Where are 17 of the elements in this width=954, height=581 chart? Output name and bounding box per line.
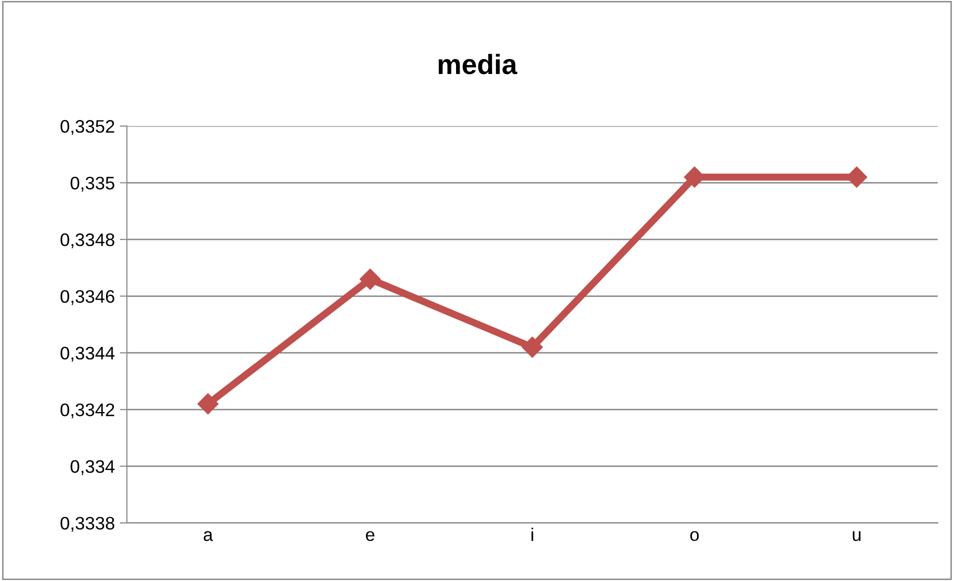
- chart-title: media: [438, 54, 518, 74]
- x-tick-label: u: [852, 531, 861, 542]
- x-tick-label: o: [690, 531, 699, 542]
- point: [197, 393, 218, 414]
- x-tick-label: e: [366, 531, 374, 542]
- y-tick-label: 0,3344: [60, 346, 115, 362]
- y-tick-label: 0,3346: [60, 290, 114, 305]
- y-tick-label: 0,335: [70, 176, 114, 192]
- y-tick-label: 0,3352: [60, 120, 114, 135]
- y-tick-label: 0,3338: [60, 516, 114, 532]
- y-tick-label: 0,334: [70, 460, 115, 476]
- point: [522, 336, 543, 358]
- x-tick-label: a: [204, 531, 213, 542]
- x-tick-label: i: [532, 528, 534, 541]
- y-tick-label: 0,3348: [60, 233, 114, 248]
- y-tick-label: 0,3342: [60, 403, 114, 418]
- point: [360, 268, 381, 290]
